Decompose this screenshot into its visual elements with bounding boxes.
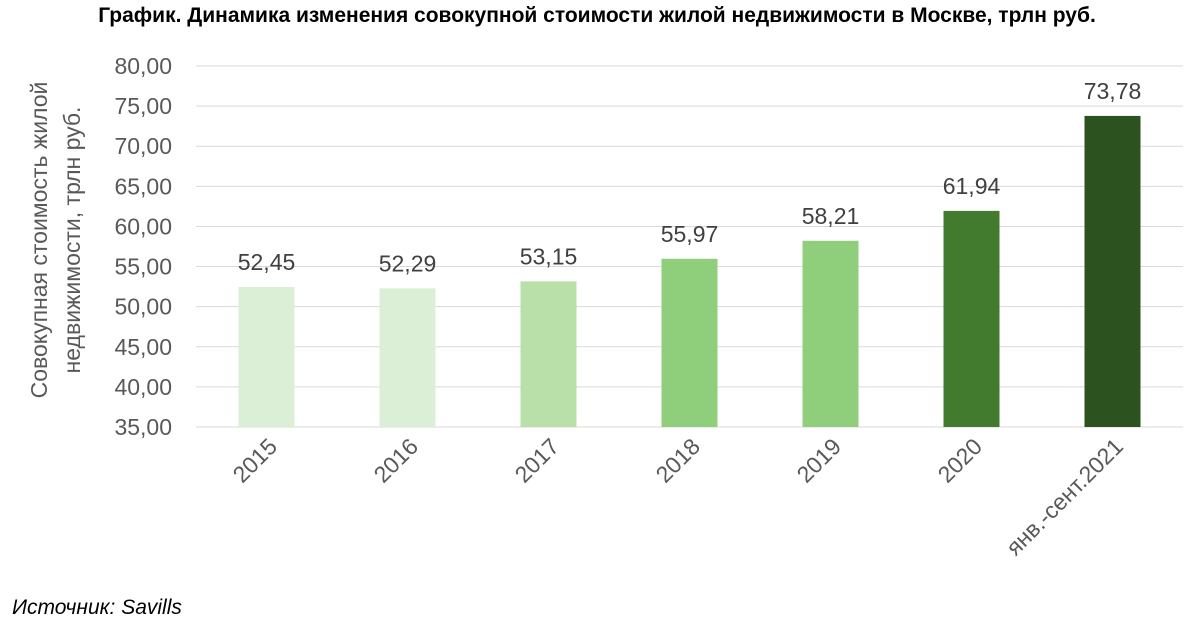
data-label: 55,97 (661, 221, 719, 247)
bar (662, 259, 718, 427)
y-axis-title: Совокупная стоимость жилой недвижимости, … (26, 82, 85, 399)
bar (1085, 116, 1141, 427)
y-tick-label: 70,00 (114, 133, 172, 159)
x-tick-label: 2017 (509, 433, 564, 488)
data-label: 73,78 (1084, 78, 1142, 104)
data-label: 53,15 (520, 243, 578, 269)
x-tick-label: янв.-сент.2021 (1001, 433, 1128, 560)
x-tick-label: 2019 (791, 433, 846, 488)
y-axis-title-line: Совокупная стоимость жилой (26, 82, 52, 399)
data-label: 52,29 (379, 250, 437, 276)
x-axis-tick-labels: 2015 2016 2017 2018 2019 2020 янв.-сент.2021 (227, 433, 1128, 560)
x-tick-label: 2015 (227, 433, 282, 488)
source-note: Источник: Savills (12, 596, 182, 620)
x-tick-label: 2020 (932, 433, 987, 488)
data-label: 61,94 (943, 173, 1001, 199)
data-label: 52,45 (238, 249, 296, 275)
bar (521, 281, 577, 427)
bar-chart: 35,00 40,00 45,00 50,00 55,00 60,00 65,00 70,00… (0, 0, 1194, 600)
y-tick-label: 65,00 (114, 173, 172, 199)
bar (944, 211, 1000, 427)
data-labels: 52,45 52,29 53,15 55,97 58,21 61,94 73,78 (238, 78, 1142, 276)
y-tick-label: 40,00 (114, 374, 172, 400)
bar (803, 241, 859, 427)
y-tick-label: 45,00 (114, 334, 172, 360)
y-tick-label: 55,00 (114, 254, 172, 280)
y-tick-label: 60,00 (114, 213, 172, 239)
bar (239, 287, 295, 427)
bars (239, 116, 1141, 427)
x-tick-label: 2016 (368, 433, 423, 488)
y-axis-title-line: недвижимости, трлн руб. (59, 107, 85, 374)
y-tick-label: 80,00 (114, 53, 172, 79)
data-label: 58,21 (802, 203, 860, 229)
y-tick-label: 50,00 (114, 294, 172, 320)
y-tick-label: 35,00 (114, 414, 172, 440)
x-tick-label: 2018 (650, 433, 705, 488)
y-axis-tick-labels: 35,00 40,00 45,00 50,00 55,00 60,00 65,00 70,00… (114, 53, 172, 440)
bar (380, 288, 436, 427)
y-tick-label: 75,00 (114, 93, 172, 119)
